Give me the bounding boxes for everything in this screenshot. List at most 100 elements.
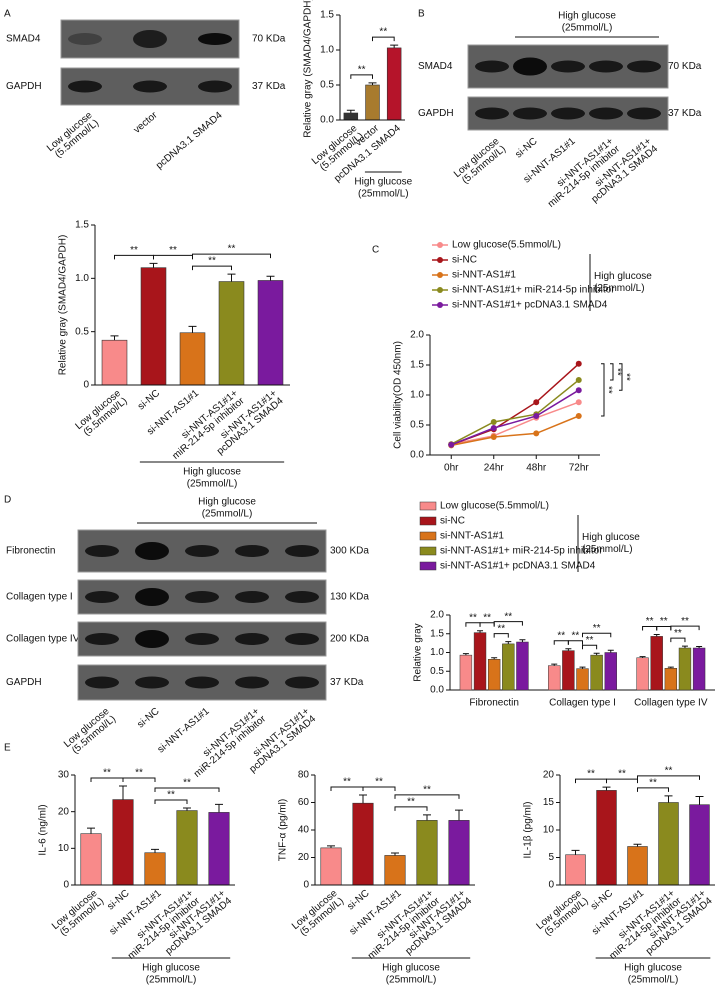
bar (516, 641, 529, 691)
significance-label: ** (423, 785, 431, 796)
group-label: (25mmol/L) (386, 975, 437, 986)
bar (80, 833, 102, 886)
blot-band (551, 107, 585, 120)
significance-bracket (582, 632, 612, 638)
blot-header: High glucose (558, 11, 616, 22)
bar (664, 668, 678, 691)
blot-band (513, 57, 547, 76)
blot-row-label: SMAD4 (418, 61, 453, 72)
bar (636, 657, 649, 691)
significance-label: ** (497, 623, 505, 634)
error-bar (607, 649, 614, 653)
x-tick-label-group: Low glucose(5.5mmol/L) (290, 888, 346, 939)
significance-label: ** (135, 768, 143, 779)
significance-bracket (394, 794, 460, 799)
bar (140, 267, 167, 386)
significance-bracket (350, 74, 373, 79)
significance-label: ** (620, 373, 631, 381)
error-bar (359, 794, 367, 804)
legend-label: si-NNT-AS1#1 (452, 270, 516, 281)
group-label: High glucose (142, 963, 200, 974)
x-tick-label-group: Low glucose(5.5mmol/L) (73, 388, 129, 439)
error-bar (149, 262, 158, 268)
x-tick-label: Collagen type I (549, 698, 616, 709)
y-axis-label: Cell viability(OD 450nm) (393, 341, 404, 449)
significance-bracket (192, 253, 271, 259)
bar (208, 812, 230, 886)
blot-band (68, 33, 102, 45)
blot-row-label: GAPDH (418, 108, 454, 119)
significance-label: ** (602, 386, 613, 394)
bar (565, 854, 586, 886)
y-tick-label: 0.0 (430, 685, 444, 696)
bar (604, 652, 617, 691)
x-tick-label: Fibronectin (469, 698, 518, 709)
significance-bracket (610, 363, 614, 381)
error-bar (477, 630, 484, 633)
significance-label: ** (674, 628, 682, 639)
panel-label: D (4, 495, 11, 506)
error-bar (571, 849, 580, 855)
group-label: High glucose (354, 177, 412, 188)
bar (257, 280, 284, 386)
significance-bracket (567, 640, 583, 645)
significance-label: ** (103, 768, 111, 779)
legend-swatch (419, 501, 437, 511)
significance-label: ** (167, 790, 175, 801)
blot-band (235, 633, 269, 645)
blot-band (135, 676, 169, 689)
error-bar (639, 656, 646, 658)
significance-label: ** (228, 244, 236, 255)
error-bar (151, 848, 159, 853)
significance-label: ** (660, 616, 668, 627)
blot-band (285, 633, 319, 645)
legend-marker (437, 272, 443, 278)
point (533, 399, 540, 406)
bar (650, 636, 663, 691)
line (451, 401, 580, 445)
bar (343, 112, 359, 121)
blot-row-label: SMAD4 (6, 34, 41, 45)
significance-label: ** (681, 616, 689, 627)
y-tick-label: 1.5 (430, 628, 444, 639)
blot-band (627, 107, 661, 120)
error-bar (391, 852, 399, 856)
legend-marker (437, 302, 443, 308)
x-tick-label: 24hr (484, 463, 505, 474)
y-tick-label: 2.0 (430, 610, 444, 621)
legend-marker (437, 257, 443, 263)
bar (320, 847, 342, 886)
blot-band (235, 591, 269, 603)
x-tick-label: si-NC (105, 888, 131, 912)
legend-group-label: High glucose (594, 271, 652, 282)
error-bar (681, 645, 688, 648)
y-tick-label: 10 (543, 825, 555, 836)
error-bar (346, 109, 355, 113)
x-tick-label: pcDNA3.1 SMAD4 (154, 110, 225, 172)
blot-size-label: 37 KDa (330, 677, 364, 688)
bar (590, 654, 603, 691)
legend-group-label: High glucose (582, 532, 640, 543)
significance-bracket (670, 625, 700, 631)
y-tick-label: 0 (63, 880, 69, 891)
error-bar (633, 843, 642, 847)
line (450, 363, 580, 446)
x-tick-label-group: vector (132, 109, 160, 135)
bar (384, 855, 406, 886)
x-tick-label: si-NC (136, 388, 162, 412)
y-tick-label: 20 (58, 806, 70, 817)
y-tick-label: 10 (58, 843, 70, 854)
significance-bracket (606, 778, 638, 784)
error-bar (390, 44, 399, 48)
y-tick-label: 20 (543, 770, 555, 781)
blot-band (133, 80, 167, 93)
x-tick-label: 48hr (526, 463, 547, 474)
bar (627, 846, 648, 886)
blot-band (475, 60, 509, 73)
group-label: (25mmol/L) (358, 189, 409, 200)
y-tick-label: 1.5 (320, 10, 334, 21)
error-bar (695, 795, 704, 805)
significance-label: ** (469, 612, 477, 623)
error-bar (183, 807, 191, 811)
bar (487, 659, 501, 691)
